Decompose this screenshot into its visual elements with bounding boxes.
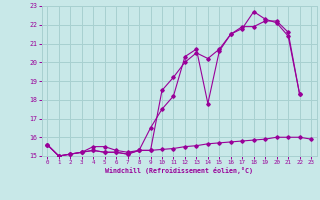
X-axis label: Windchill (Refroidissement éolien,°C): Windchill (Refroidissement éolien,°C) xyxy=(105,167,253,174)
